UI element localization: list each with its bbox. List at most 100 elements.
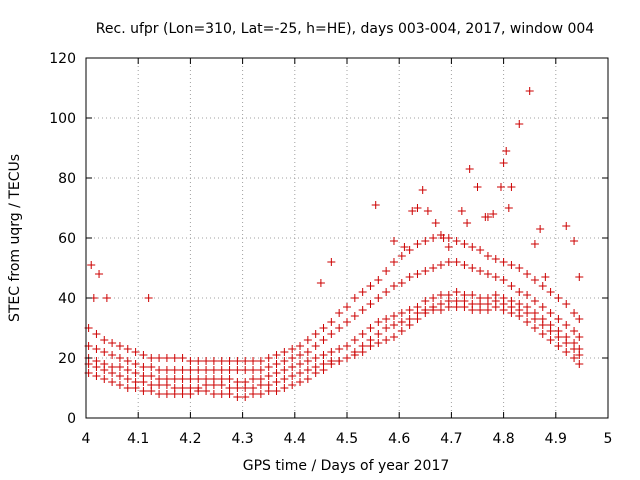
data-point (178, 375, 187, 383)
data-point (444, 258, 453, 266)
data-point (374, 330, 383, 338)
data-point (311, 342, 320, 350)
data-point (515, 264, 524, 272)
data-point (350, 336, 359, 344)
data-point (217, 375, 226, 383)
data-point (575, 273, 584, 281)
x-tick-label: 5 (604, 431, 613, 447)
data-point (515, 120, 524, 128)
data-point (303, 357, 312, 365)
data-point (554, 294, 563, 302)
data-point (523, 270, 532, 278)
data-point (413, 270, 422, 278)
data-point (491, 273, 500, 281)
data-point (431, 219, 440, 227)
data-point (87, 261, 96, 269)
data-point (225, 375, 234, 383)
data-point (538, 315, 547, 323)
data-point (296, 351, 305, 359)
data-point (100, 375, 109, 383)
data-point (483, 213, 492, 221)
data-point (397, 327, 406, 335)
data-point (476, 246, 485, 254)
data-point (491, 291, 500, 299)
data-point (421, 267, 430, 275)
data-point (217, 390, 226, 398)
data-point (296, 369, 305, 377)
data-point (468, 300, 477, 308)
data-point (319, 336, 328, 344)
data-point (288, 363, 297, 371)
data-point (123, 384, 132, 392)
data-point (575, 315, 584, 323)
data-point (327, 258, 336, 266)
data-point (405, 306, 414, 314)
data-point (319, 324, 328, 332)
data-point (507, 183, 516, 191)
data-point (144, 294, 153, 302)
data-point (460, 261, 469, 269)
data-point (256, 357, 265, 365)
data-point (491, 255, 500, 263)
data-point (382, 336, 391, 344)
data-point (507, 297, 516, 305)
data-point (335, 309, 344, 317)
axis-ticks (85, 57, 609, 419)
data-point (288, 345, 297, 353)
data-point (139, 387, 148, 395)
data-point (288, 381, 297, 389)
data-point (147, 363, 156, 371)
y-tick-label: 120 (49, 51, 76, 67)
data-point (562, 300, 571, 308)
data-point (139, 363, 148, 371)
data-point (115, 363, 124, 371)
data-point (538, 330, 547, 338)
data-point (209, 375, 218, 383)
data-point (374, 318, 383, 326)
data-point (233, 366, 242, 374)
data-point (408, 207, 417, 215)
data-point (541, 273, 550, 281)
data-point (496, 183, 505, 191)
data-point (421, 306, 430, 314)
data-point (209, 357, 218, 365)
data-point (468, 291, 477, 299)
data-point (429, 264, 438, 272)
data-point (327, 357, 336, 365)
data-point (296, 342, 305, 350)
data-point (405, 246, 414, 254)
data-point (209, 390, 218, 398)
x-tick-label: 4.3 (231, 431, 253, 447)
data-point (429, 234, 438, 242)
data-point (389, 258, 398, 266)
data-point (525, 87, 534, 95)
data-point (115, 381, 124, 389)
data-point (335, 324, 344, 332)
data-point (507, 282, 516, 290)
data-point (139, 351, 148, 359)
y-tick-label: 20 (58, 351, 76, 367)
data-point (523, 303, 532, 311)
data-point (452, 288, 461, 296)
data-point (123, 345, 132, 353)
data-point (397, 318, 406, 326)
data-point (272, 378, 281, 386)
data-point (123, 366, 132, 374)
data-point (389, 321, 398, 329)
data-point (436, 291, 445, 299)
data-point (280, 348, 289, 356)
y-tick-label: 0 (67, 411, 76, 427)
data-point (538, 303, 547, 311)
x-tick-label: 4.5 (336, 431, 358, 447)
x-tick-label: 4.9 (545, 431, 567, 447)
data-point (575, 333, 584, 341)
data-point (397, 309, 406, 317)
y-tick-labels: 0 20 40 60 80 100 120 (49, 51, 76, 427)
data-point (170, 366, 179, 374)
x-tick-label: 4.7 (440, 431, 462, 447)
data-point (194, 384, 203, 392)
data-point (554, 327, 563, 335)
data-point (155, 366, 164, 374)
data-point (389, 312, 398, 320)
